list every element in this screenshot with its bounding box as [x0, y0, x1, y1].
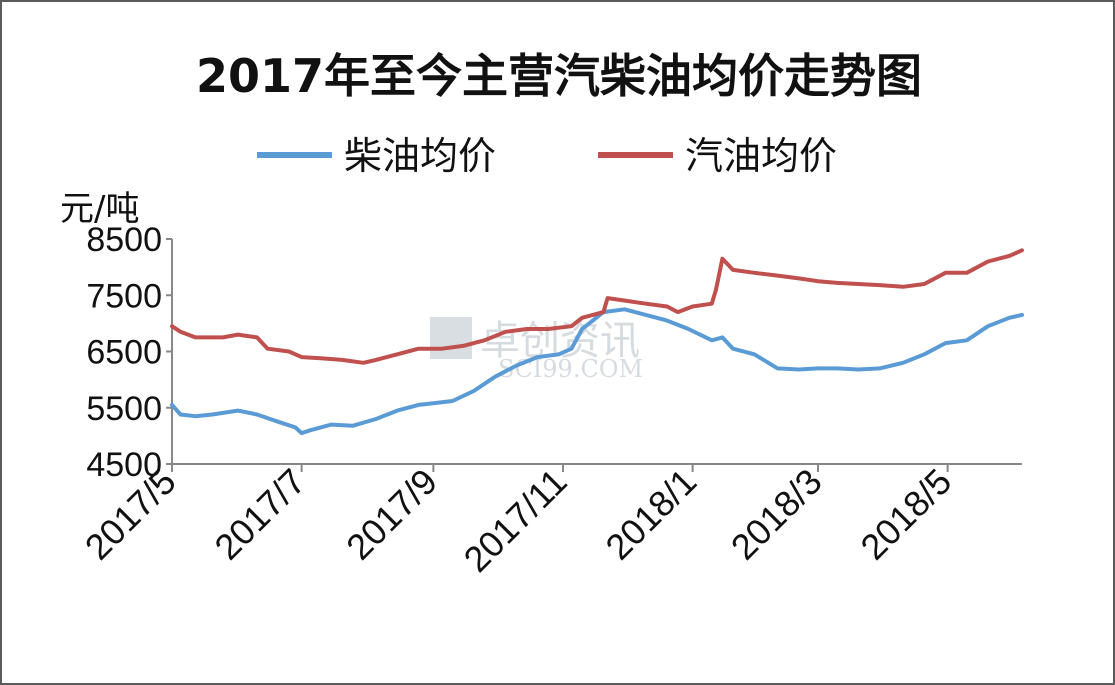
x-tick-label: 2017/11 — [456, 461, 575, 580]
legend: 柴油均价 汽油均价 — [257, 134, 837, 178]
x-tick-label: 2018/3 — [723, 461, 830, 568]
series-layer — [170, 248, 1024, 436]
x-tick-label: 2017/7 — [206, 461, 313, 568]
x-tick-label: 2018/1 — [597, 461, 704, 568]
y-tick-label: 8500 — [86, 221, 162, 259]
series-line-diesel — [170, 307, 1024, 436]
legend-label-diesel: 柴油均价 — [344, 134, 496, 178]
watermark-logo-icon — [430, 317, 472, 359]
watermark-subtext: SCI99.COM — [498, 355, 643, 383]
x-tick-label: 2017/9 — [338, 461, 445, 568]
y-tick-label: 6500 — [86, 334, 162, 372]
x-axis: 2017/5 2017/7 2017/9 2017/11 2018/1 2018/3 201… — [77, 461, 1022, 580]
y-tick-label: 4500 — [86, 446, 162, 484]
series-line-gasoline — [170, 248, 1024, 365]
x-tick-label: 2018/5 — [852, 461, 959, 568]
y-axis-unit: 元/吨 — [60, 189, 139, 229]
chart-title: 2017年至今主营汽柴油均价走势图 — [196, 49, 922, 103]
legend-label-gasoline: 汽油均价 — [685, 134, 837, 178]
watermark: 卓创资讯 SCI99.COM — [430, 317, 643, 383]
y-tick-label: 7500 — [86, 277, 162, 315]
y-tick-label: 5500 — [86, 390, 162, 428]
y-axis: 8500 7500 6500 5500 4500 — [86, 221, 173, 484]
